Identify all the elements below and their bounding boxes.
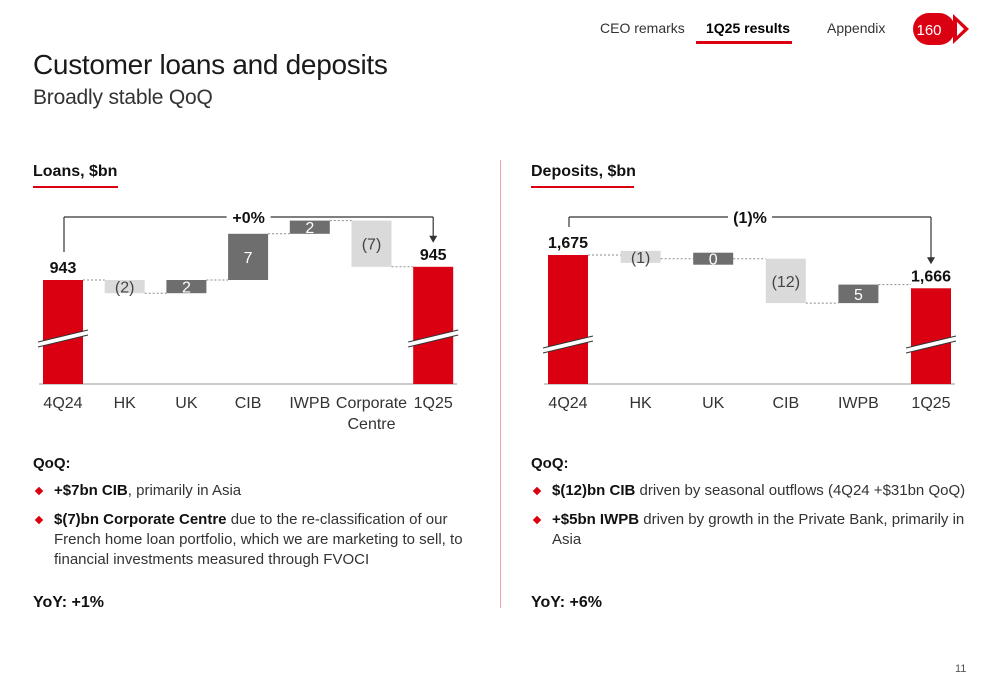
- value-label-4q24: 1,675: [548, 235, 588, 252]
- category-label-corporate-centre: Centre: [347, 416, 395, 433]
- bar-cib: [765, 258, 806, 304]
- loans-waterfall-chart: 943 4Q24 (2) HK 2 UK 7 CIB 2 IWPB (7) Corporate Cent…: [37, 210, 459, 433]
- category-label-cib: CIB: [235, 395, 262, 412]
- deposits-qoq-label: QoQ:: [531, 455, 569, 472]
- category-label-uk: UK: [175, 395, 198, 412]
- change-bracket-arrow: [927, 257, 935, 265]
- loans-qoq-label: QoQ:: [33, 455, 71, 472]
- section-divider: [500, 160, 501, 608]
- value-label-1q25: 1,666: [911, 268, 951, 285]
- hsbc-160-logo: 160: [913, 13, 969, 45]
- page-title: Customer loans and deposits: [33, 49, 388, 80]
- category-label-hk: HK: [629, 395, 652, 412]
- loans-title-underline: [33, 186, 118, 188]
- nav-appendix[interactable]: Appendix: [827, 20, 886, 36]
- loans-chart-title: Loans, $bn: [33, 163, 118, 180]
- value-label-uk: 0: [709, 252, 718, 269]
- bar-hk: [104, 280, 145, 294]
- change-bracket-arrow: [429, 235, 438, 243]
- value-label-uk: 2: [182, 280, 191, 297]
- axis-break-line: [37, 329, 89, 343]
- bar-1q25: [413, 266, 454, 384]
- value-label-1q25: 945: [420, 247, 447, 264]
- value-label-hk: (2): [115, 280, 135, 297]
- logo-text: 160: [916, 22, 941, 39]
- value-label-iwpb: 2: [305, 220, 314, 237]
- category-label-corporate-centre: Corporate: [336, 395, 407, 412]
- bar-hk: [620, 250, 661, 263]
- deposits-bullet-1-bold: $(12)bn CIB: [552, 482, 636, 499]
- loans-bullet-1-bold: +$7bn CIB: [54, 482, 128, 499]
- category-label-iwpb: IWPB: [289, 395, 330, 412]
- change-label: (1)%: [733, 210, 767, 227]
- value-label-iwpb: 5: [854, 287, 863, 304]
- axis-break-mark: [906, 336, 956, 353]
- page-subtitle: Broadly stable QoQ: [33, 86, 213, 109]
- bar-uk: [693, 252, 734, 265]
- deposits-bullet-2-bold: +$5bn IWPB: [552, 511, 640, 528]
- deposits-bullet-1-text: driven by seasonal outflows (4Q24 +$31bn…: [635, 482, 966, 499]
- bar-uk: [166, 280, 207, 294]
- page-number: 11: [955, 663, 967, 675]
- nav-ceo-remarks[interactable]: CEO remarks: [600, 20, 685, 36]
- list-item: $(7)bn Corporate Centre due to the re-cl…: [33, 510, 478, 570]
- axis-break-line: [408, 334, 459, 348]
- deposits-chart-title: Deposits, $bn: [531, 163, 636, 180]
- axis-break-line: [37, 334, 89, 348]
- deposits-bullet-2-text: driven by growth in the Private Bank, pr…: [552, 511, 965, 548]
- category-label-cib: CIB: [772, 395, 799, 412]
- category-label-4q24: 4Q24: [548, 395, 587, 412]
- deposits-title-underline: [531, 186, 634, 188]
- bar-iwpb: [289, 220, 330, 234]
- axis-break-mark: [38, 330, 88, 347]
- deposits-waterfall-chart: 1,675 4Q24 (1) HK 0 UK (12) CIB 5 IWPB 1,666 1Q25 (1…: [542, 210, 957, 412]
- value-label-corporate-centre: (7): [362, 237, 382, 254]
- loans-bullet-2-text: due to the re-classification of our Fren…: [54, 511, 463, 568]
- value-label-cib: (12): [772, 274, 800, 291]
- bar-1q25: [911, 288, 951, 384]
- bar-4q24: [548, 255, 588, 384]
- loans-bullet-2-bold: $(7)bn Corporate Centre: [54, 511, 227, 528]
- list-item: +$5bn IWPB driven by growth in the Priva…: [531, 510, 976, 550]
- list-item: $(12)bn CIB driven by seasonal outflows …: [531, 481, 976, 501]
- category-label-1q25: 1Q25: [911, 395, 950, 412]
- category-label-iwpb: IWPB: [838, 395, 879, 412]
- axis-break-line: [905, 335, 957, 349]
- category-label-4q24: 4Q24: [43, 395, 82, 412]
- loans-bullet-1-text: , primarily in Asia: [127, 482, 242, 499]
- loans-bullet-list: +$7bn CIB, primarily in Asia $(7)bn Corp…: [33, 481, 478, 579]
- bar-cib: [228, 233, 269, 280]
- nav-active-underline: [696, 41, 792, 44]
- axis-break-line: [542, 340, 594, 354]
- bar-4q24: [43, 280, 83, 384]
- bar-corporate-centre: [351, 220, 392, 267]
- axis-break-line: [542, 335, 594, 349]
- axis-break-line: [408, 329, 459, 343]
- category-label-uk: UK: [702, 395, 725, 412]
- category-label-1q25: 1Q25: [414, 395, 453, 412]
- loans-yoy: YoY: +1%: [33, 594, 104, 611]
- value-label-4q24: 943: [50, 260, 77, 277]
- value-label-hk: (1): [631, 250, 651, 267]
- nav-1q25-results[interactable]: 1Q25 results: [706, 20, 791, 36]
- axis-break-mark: [408, 330, 459, 347]
- category-label-hk: HK: [114, 395, 137, 412]
- deposits-bullet-list: $(12)bn CIB driven by seasonal outflows …: [531, 481, 976, 559]
- change-label: +0%: [232, 210, 264, 227]
- list-item: +$7bn CIB, primarily in Asia: [33, 481, 478, 501]
- bar-iwpb: [838, 284, 879, 304]
- value-label-cib: 7: [244, 250, 253, 267]
- deposits-yoy: YoY: +6%: [531, 594, 602, 611]
- axis-break-mark: [543, 336, 593, 353]
- axis-break-line: [905, 340, 957, 354]
